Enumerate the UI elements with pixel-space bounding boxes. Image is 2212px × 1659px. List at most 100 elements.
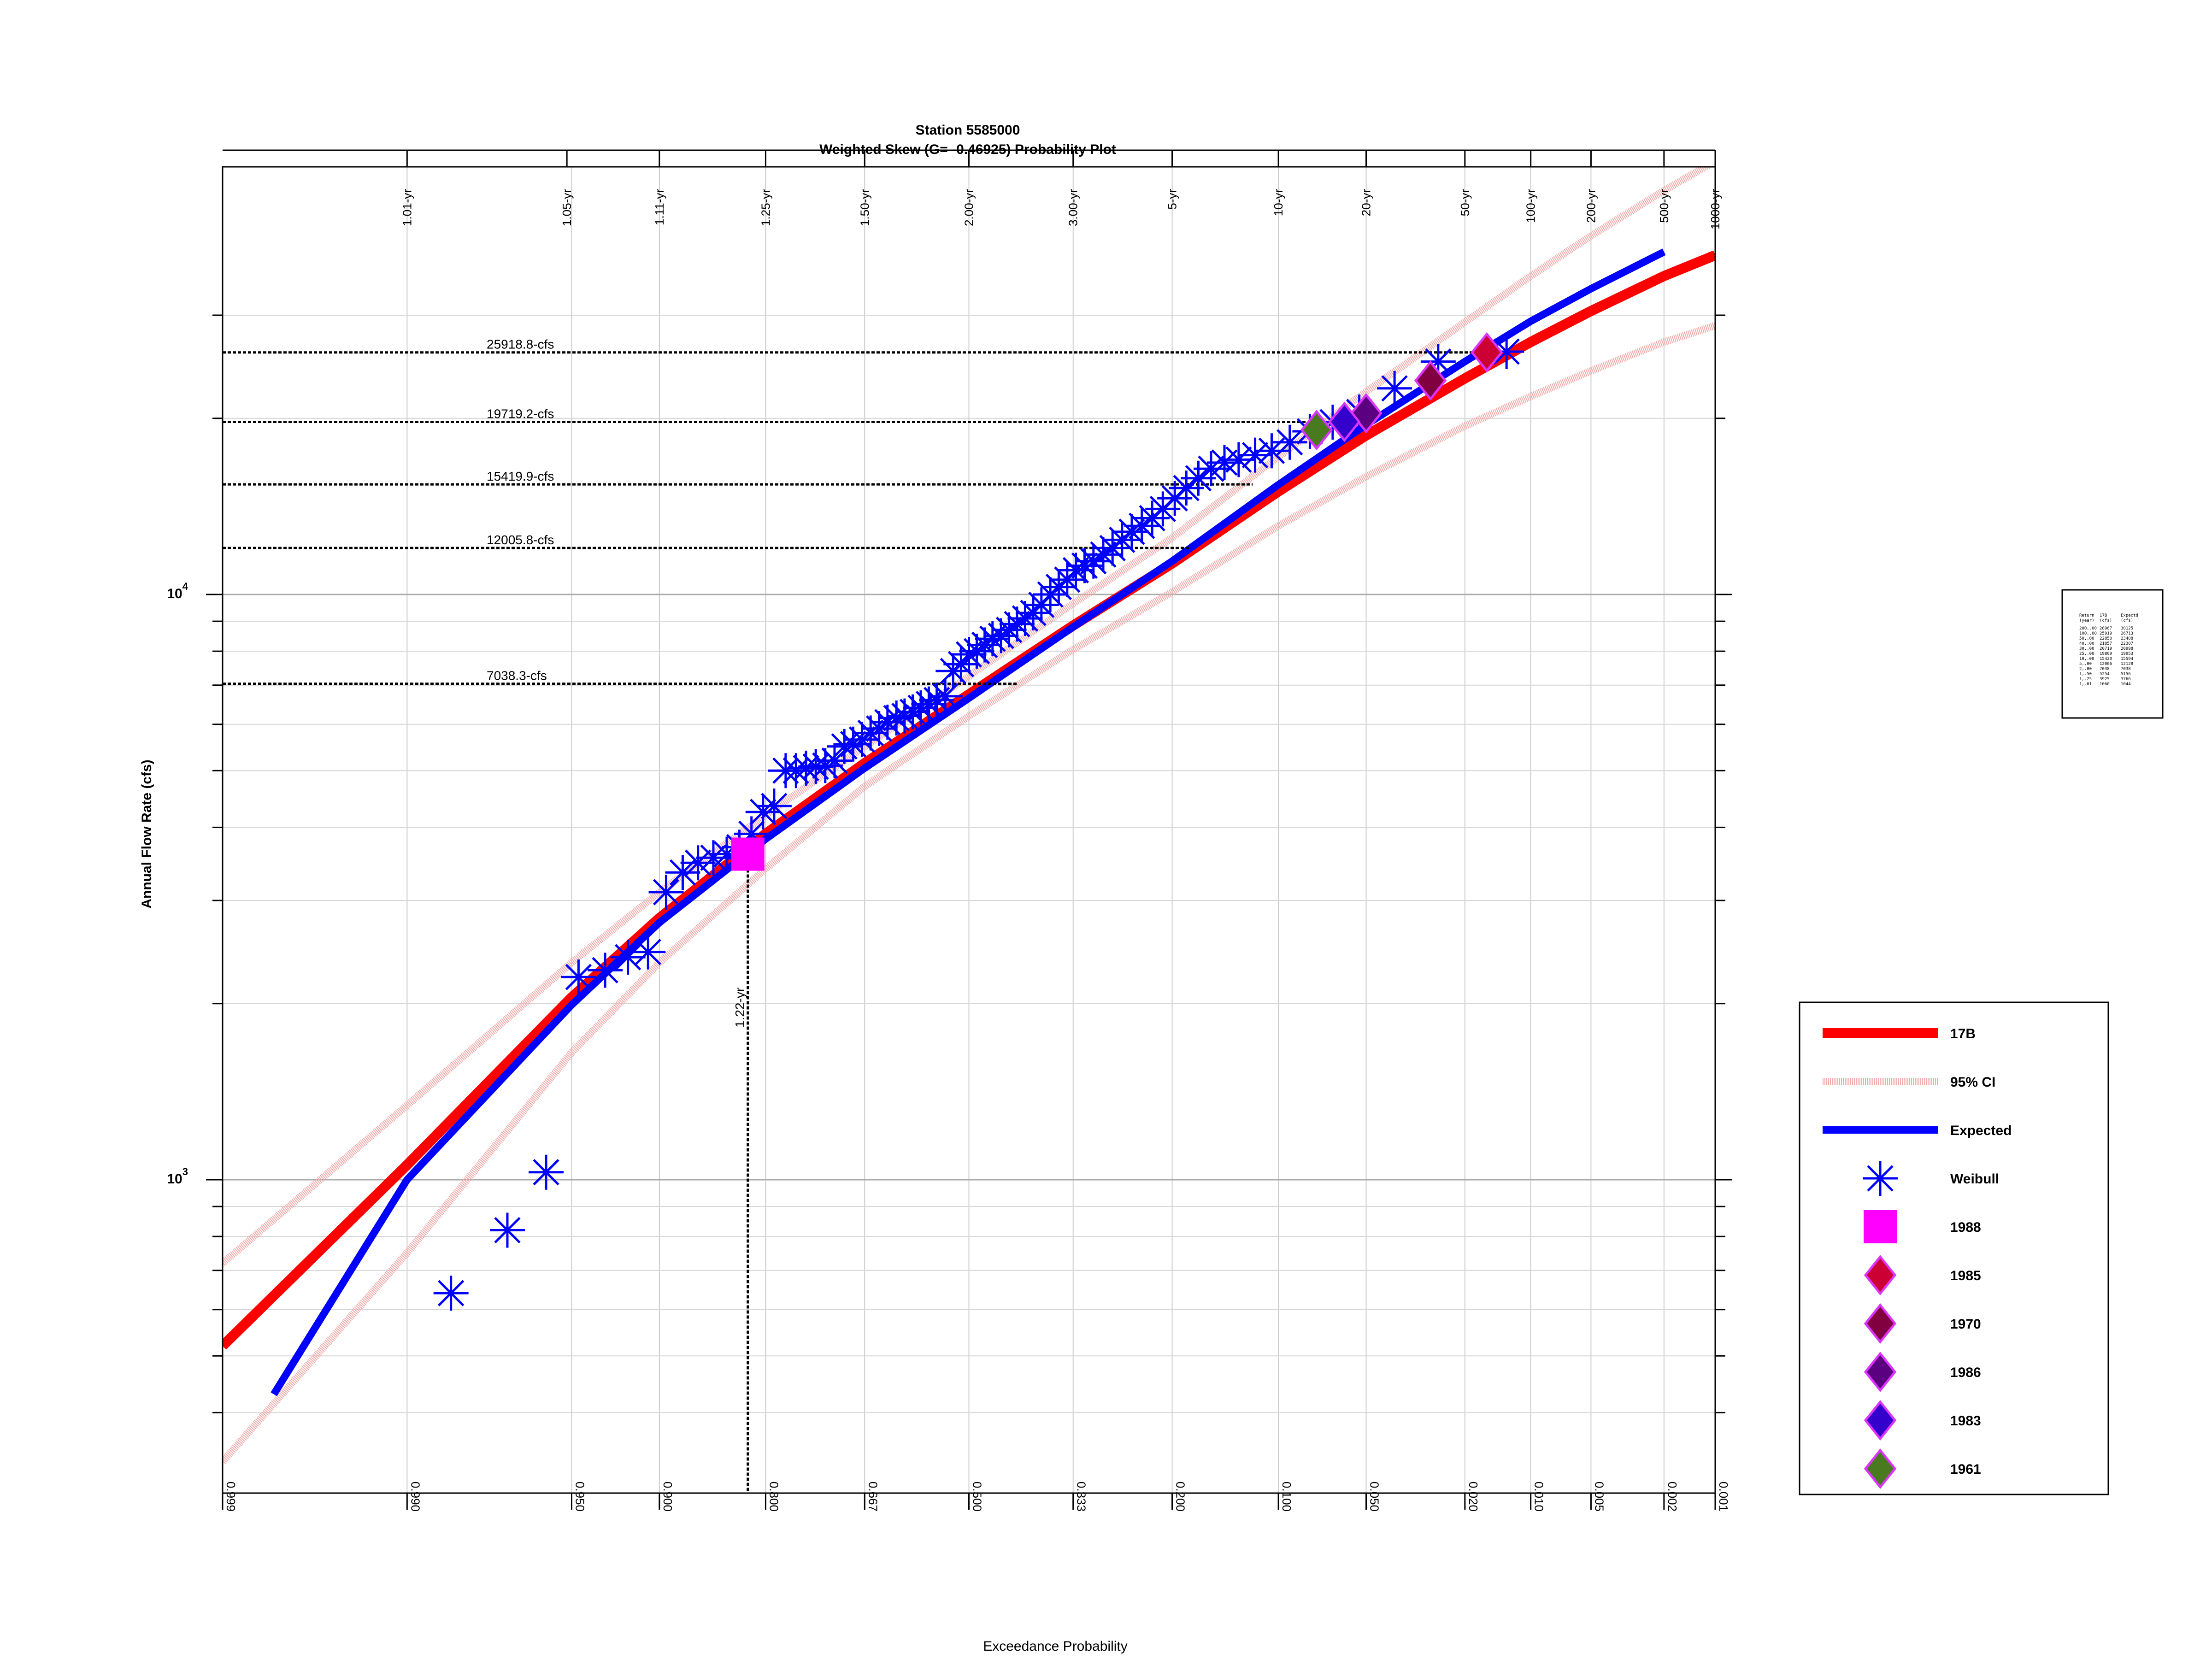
weibull-point (680, 845, 716, 881)
top-tick-label: 10-yr (1271, 189, 1285, 217)
y-axis-label: Annual Flow Rate (cfs) (139, 759, 154, 908)
point-1961 (1300, 410, 1333, 451)
table-cell: 1,.25 (2079, 677, 2092, 682)
reference-lines: 25918.8-cfs 19719.2-cfs 15419.9-cfs 12005.8… (223, 337, 1487, 1493)
top-tick-label: 1.25-yr (759, 189, 772, 226)
table-cell: 1044 (2121, 682, 2131, 687)
confidence-band (223, 167, 1715, 1464)
point-1983 (1328, 401, 1361, 442)
table-cell: 12006 (2100, 662, 2112, 666)
ci-upper-line (223, 167, 1713, 1266)
legend-label: Weibull (1950, 1171, 1999, 1187)
bottom-tick-label: 0.950 (573, 1482, 587, 1512)
weibull-point (1193, 451, 1229, 487)
table-cell: 1060 (2100, 682, 2110, 687)
legend: 17B 95% CI Expected Weibull 1988 1985 1970 1986… (1799, 1001, 2109, 1495)
table-cell: 19809 (2100, 652, 2112, 656)
top-tick-label: 1.01-yr (400, 189, 414, 226)
weibull-point (879, 700, 914, 736)
series-line-expected (271, 248, 1666, 1396)
table-cell: 30,.00 (2079, 647, 2094, 651)
chart-title: Station 5585000 (916, 123, 1020, 138)
top-tick-label: 1.50-yr (858, 189, 871, 226)
weibull-point (665, 855, 700, 890)
weibull-point (844, 722, 880, 757)
legend-entry-17b: 17B (1823, 1026, 1976, 1041)
weibull-point (489, 1212, 525, 1248)
table-cell: 2,.00 (2079, 667, 2092, 671)
weibull-point (1104, 522, 1140, 558)
axes: 1.01-yr 1.05-yr 1.11-yr 1.25-yr 1.50-yr 2.00-… (167, 149, 1732, 1512)
return-period-table: Return 17B Expectd(year) (cfs) (cfs)200,.00 2… (2061, 589, 2164, 719)
legend-label: 1961 (1950, 1462, 1981, 1477)
table-cell: 23408 (2121, 636, 2133, 641)
x-axis-label: Exceedance Probability (983, 1639, 1128, 1654)
legend-entry-1988: 1988 (1864, 1210, 1981, 1243)
bottom-tick-label: 0.001 (1717, 1482, 1730, 1512)
top-tick-label: 5-yr (1165, 189, 1179, 210)
bottom-tick-label: 0.200 (1174, 1482, 1188, 1512)
legend-label: 1988 (1950, 1220, 1981, 1235)
legend-entry-1983: 1983 (1864, 1400, 1981, 1441)
weibull-point (648, 874, 684, 910)
table-cell: 7038 (2121, 667, 2131, 671)
table-cell: Return (2079, 613, 2094, 618)
legend-label: 95% CI (1950, 1075, 1995, 1090)
bottom-tick-label: 0.002 (1665, 1482, 1679, 1512)
table-cell: 22307 (2121, 641, 2133, 646)
table-cell: (cfs) (2121, 618, 2133, 623)
y-decade-label: 104 (167, 581, 188, 601)
table-cell: (year) (2079, 618, 2094, 623)
hline-label: 12005.8-cfs (487, 533, 554, 547)
legend-entry-1961: 1961 (1864, 1448, 1981, 1489)
bottom-tick-label: 0.500 (971, 1482, 984, 1512)
table-cell: 17B (2100, 613, 2107, 618)
table-cell: 50,.00 (2079, 636, 2094, 641)
top-tick-label: 200-yr (1584, 189, 1598, 223)
top-tick-label: 50-yr (1458, 189, 1472, 217)
legend-entry-1986: 1986 (1864, 1351, 1981, 1393)
table-cell: 100,.00 (2079, 631, 2097, 636)
top-tick-label: 1.11-yr (653, 189, 666, 225)
table-cell: 22850 (2100, 636, 2112, 641)
bottom-tick-label: 0.667 (866, 1482, 880, 1512)
legend-entry-1970: 1970 (1864, 1303, 1981, 1344)
legend-entry-expected: Expected (1823, 1123, 2012, 1138)
legend-label: 1970 (1950, 1317, 1981, 1332)
table-cell: 12128 (2121, 662, 2133, 666)
bottom-tick-label: 0.050 (1368, 1482, 1382, 1512)
weibull-point (529, 1154, 564, 1190)
weibull-point (817, 743, 852, 778)
legend-label: 1985 (1950, 1268, 1981, 1283)
weibull-point (610, 940, 646, 975)
legend-label: 17B (1950, 1026, 1976, 1041)
table-cell: 15420 (2100, 657, 2112, 661)
hline-label: 15419.9-cfs (487, 469, 554, 483)
top-tick-label: 2.00-yr (962, 189, 976, 226)
table-cell: 26713 (2121, 631, 2133, 636)
table-cell: 1,.01 (2079, 682, 2092, 687)
table-cell: 30125 (2121, 626, 2133, 631)
legend-entry-weibull: Weibull (1863, 1161, 1999, 1196)
weibull-point (1086, 537, 1121, 572)
table-cell: 15594 (2121, 657, 2133, 661)
table-box (2061, 589, 2164, 719)
table-cell: 25919 (2100, 631, 2112, 636)
bottom-tick-label: 0.020 (1466, 1482, 1480, 1512)
legend-label: 1986 (1950, 1365, 1981, 1380)
table-cell: Expectd (2121, 613, 2138, 618)
bottom-tick-label: 0.005 (1592, 1482, 1606, 1512)
table-cell: 5156 (2121, 672, 2131, 677)
top-tick-label: 100-yr (1524, 189, 1538, 223)
table-cell: 40,.00 (2079, 641, 2094, 646)
table-cell: 21857 (2100, 641, 2112, 646)
weibull-point (433, 1276, 469, 1311)
top-tick-label: 20-yr (1359, 189, 1373, 217)
table-cell: 5254 (2100, 672, 2110, 677)
weibull-point (756, 788, 792, 824)
vline-label: 1.22-yr (733, 988, 747, 1028)
weibull-point (1169, 471, 1204, 506)
top-tick-label: 3.00-yr (1066, 189, 1080, 226)
ci-lower-line (223, 322, 1715, 1464)
